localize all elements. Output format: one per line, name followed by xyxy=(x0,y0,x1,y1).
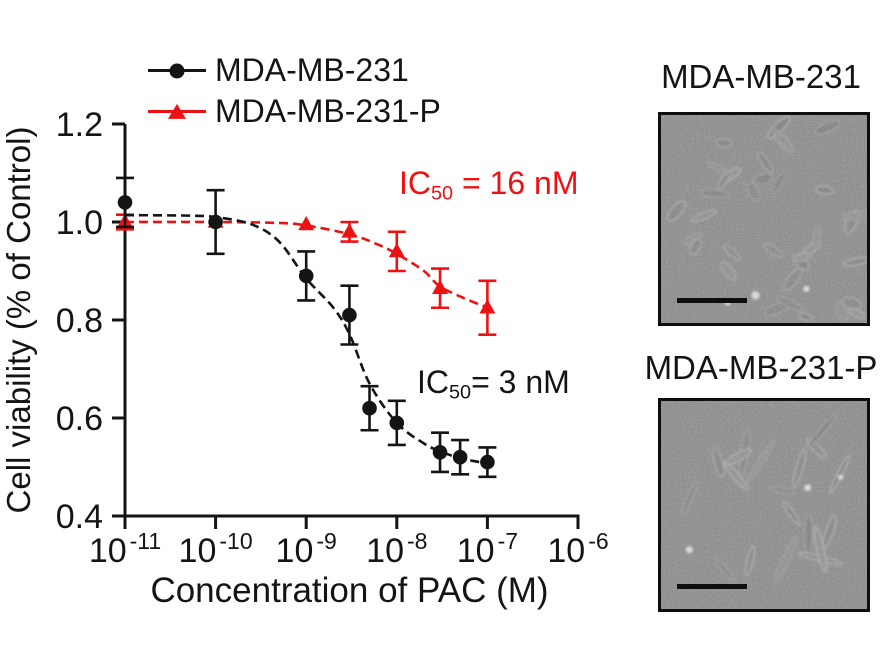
ic50-prefix: IC xyxy=(399,165,431,201)
triangle-marker-icon xyxy=(148,103,206,121)
ic50-annotation-resistant: IC50 = 16 nM xyxy=(399,165,578,206)
micrograph-title-parental: MDA-MB-231 xyxy=(661,58,861,95)
data-point xyxy=(432,445,448,460)
data-point xyxy=(389,415,405,431)
svg-text:0.8: 0.8 xyxy=(56,302,103,340)
scale-bar xyxy=(677,298,747,303)
data-point xyxy=(117,195,133,210)
data-point xyxy=(298,268,314,284)
y-axis-title: Cell viability (% of Control) xyxy=(0,127,37,514)
svg-text:10-11: 10 -11 xyxy=(89,528,161,570)
svg-text:10-6: 10 -6 xyxy=(547,528,608,570)
data-point xyxy=(298,215,315,231)
fit-curve xyxy=(124,213,488,465)
legend-label-parental: MDA-MB-231 xyxy=(215,52,409,88)
ic50-prefix: IC xyxy=(417,364,449,400)
ic50-value: = 16 nM xyxy=(453,165,579,201)
micrograph-title-resistant: MDA-MB-231-P xyxy=(644,349,878,386)
legend-item-resistant: MDA-MB-231-P xyxy=(148,91,441,132)
data-point xyxy=(480,454,495,470)
data-point xyxy=(341,223,358,238)
tick-labels: 1.2 1.0 0.8 0.6 0.410 -11 10 -10 10 -9 10 -8 10 -7 10-… xyxy=(56,106,609,570)
circle-marker-icon xyxy=(148,62,206,80)
data-point xyxy=(479,299,496,314)
data-point xyxy=(388,242,405,258)
series-MDA-MB-231 xyxy=(116,176,497,479)
svg-text:10-8: 10 -8 xyxy=(366,528,427,570)
svg-text:1.2: 1.2 xyxy=(56,106,103,144)
ic50-annotation-parental: IC50= 3 nM xyxy=(417,364,570,405)
data-point xyxy=(342,307,357,323)
x-axis-title: Concentration of PAC (M) xyxy=(150,571,548,610)
scale-bar xyxy=(677,584,747,589)
micrograph-image-resistant xyxy=(658,398,870,612)
svg-text:10-10: 10 -10 xyxy=(179,528,253,570)
data-point xyxy=(362,400,377,416)
svg-text:0.6: 0.6 xyxy=(56,400,103,438)
ic50-subscript: 50 xyxy=(449,381,472,404)
dose-response-chart: 1.2 1.0 0.8 0.6 0.410 -11 10 -10 10 -9 10 -8 10 -7 10-… xyxy=(0,106,609,610)
micrograph-image-parental xyxy=(658,112,870,326)
data-point xyxy=(452,449,468,465)
svg-text:10-7: 10 -7 xyxy=(457,528,518,570)
fit-curve xyxy=(124,220,488,309)
data-point xyxy=(208,214,223,230)
legend-label-resistant: MDA-MB-231-P xyxy=(215,93,441,129)
series-MDA-MB-231-P xyxy=(116,213,497,336)
svg-text:10-9: 10 -9 xyxy=(276,528,337,570)
ic50-value: = 3 nM xyxy=(471,364,570,400)
svg-text:0.4: 0.4 xyxy=(56,498,103,536)
svg-text:1.0: 1.0 xyxy=(56,204,103,242)
chart-legend: MDA-MB-231 MDA-MB-231-P xyxy=(148,50,441,132)
legend-item-parental: MDA-MB-231 xyxy=(148,50,441,91)
data-point xyxy=(432,279,449,294)
ic50-subscript: 50 xyxy=(431,182,454,205)
